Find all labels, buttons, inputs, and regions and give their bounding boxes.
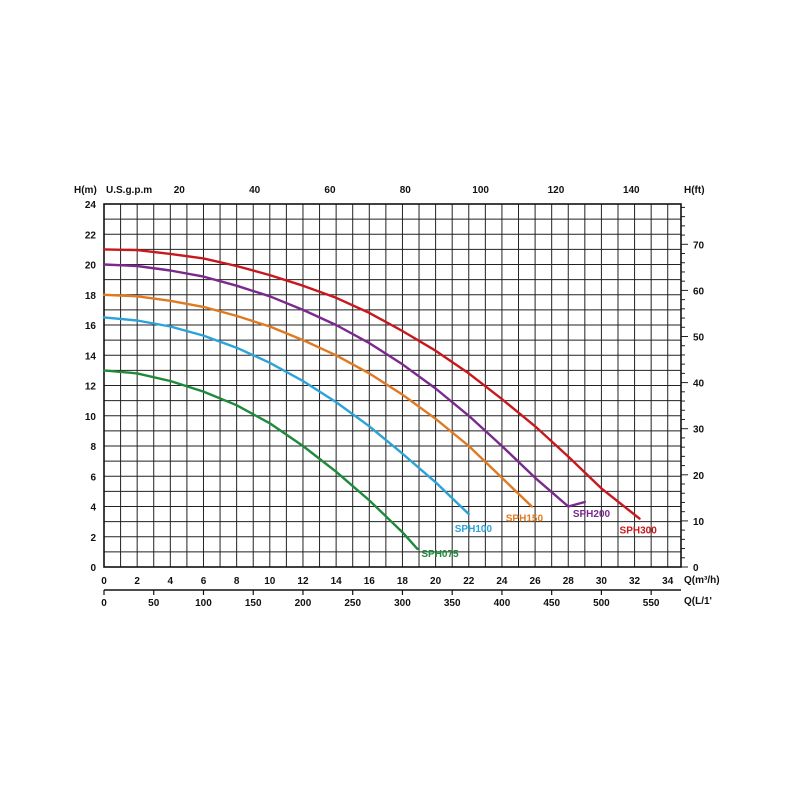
- secondary-tick-label: 200: [295, 598, 312, 609]
- grid-layer: [104, 204, 681, 567]
- left-tick-label: 4: [90, 503, 96, 514]
- secondary-tick-label: 350: [444, 598, 461, 609]
- left-tick-label: 22: [85, 230, 97, 241]
- secondary-tick-label: 500: [593, 598, 610, 609]
- left-tick-label: 12: [85, 382, 97, 393]
- series-label-sph300: SPH300: [620, 526, 658, 537]
- top-tick-label: 20: [174, 185, 186, 196]
- series-label-sph100: SPH100: [455, 524, 493, 535]
- bottom-secondary-axis-label: Q(L/1': [684, 596, 712, 607]
- bottom-tick-label: 26: [530, 576, 542, 587]
- left-tick-label: 24: [85, 200, 97, 211]
- bottom-tick-label: 22: [463, 576, 475, 587]
- left-tick-label: 20: [85, 261, 97, 272]
- secondary-tick-label: 550: [643, 598, 660, 609]
- series-line-sph075: [102, 369, 419, 551]
- right-tick-label: 30: [693, 425, 705, 436]
- series-label-sph150: SPH150: [506, 514, 544, 525]
- bottom-primary-axis-label: Q(m³/h): [684, 575, 720, 586]
- bottom-tick-label: 14: [331, 576, 343, 587]
- plot-frame: [103, 203, 682, 568]
- left-tick-label: 8: [90, 442, 96, 453]
- series-layer: [102, 248, 641, 551]
- top-axis-label: U.S.g.p.m: [106, 185, 152, 196]
- bottom-tick-label: 12: [297, 576, 309, 587]
- secondary-tick-label: 250: [344, 598, 361, 609]
- left-tick-label: 6: [90, 472, 96, 483]
- series-line-sph300: [102, 248, 641, 520]
- right-axis-label: H(ft): [684, 185, 705, 196]
- top-tick-label: 60: [324, 185, 336, 196]
- secondary-tick-label: 0: [101, 598, 107, 609]
- series-label-sph200: SPH200: [573, 509, 611, 520]
- series-line-sph200: [102, 263, 586, 508]
- left-axis-label: H(m): [74, 185, 97, 196]
- left-tick-label: 2: [90, 533, 96, 544]
- series-line-sph150: [102, 293, 533, 508]
- secondary-tick-label: 400: [494, 598, 511, 609]
- bottom-tick-label: 20: [430, 576, 442, 587]
- bottom-tick-label: 16: [364, 576, 376, 587]
- left-tick-label: 16: [85, 321, 97, 332]
- bottom-tick-label: 0: [101, 576, 107, 587]
- series-line-sph100: [102, 316, 470, 516]
- secondary-tick-label: 50: [148, 598, 160, 609]
- right-tick-label: 60: [693, 286, 705, 297]
- series-label-sph075: SPH075: [421, 549, 459, 560]
- right-tick-label: 0: [693, 563, 699, 574]
- secondary-tick-label: 100: [195, 598, 212, 609]
- left-tick-label: 18: [85, 291, 97, 302]
- left-tick-label: 14: [85, 351, 97, 362]
- secondary-tick-label: 150: [245, 598, 262, 609]
- axes-layer: [103, 203, 688, 595]
- top-tick-label: 40: [249, 185, 261, 196]
- bottom-tick-label: 10: [264, 576, 276, 587]
- bottom-tick-label: 34: [662, 576, 674, 587]
- bottom-tick-label: 32: [629, 576, 641, 587]
- right-tick-label: 40: [693, 379, 705, 390]
- bottom-tick-label: 18: [397, 576, 409, 587]
- right-tick-label: 20: [693, 471, 705, 482]
- right-tick-label: 10: [693, 517, 705, 528]
- bottom-tick-label: 2: [134, 576, 140, 587]
- left-tick-label: 10: [85, 412, 97, 423]
- bottom-tick-label: 28: [563, 576, 575, 587]
- top-tick-label: 100: [472, 185, 489, 196]
- right-tick-label: 50: [693, 332, 705, 343]
- bottom-tick-label: 24: [496, 576, 508, 587]
- top-tick-label: 140: [623, 185, 640, 196]
- right-tick-label: 70: [693, 240, 705, 251]
- secondary-tick-label: 300: [394, 598, 411, 609]
- top-tick-label: 120: [548, 185, 565, 196]
- series-labels: SPH075 SPH100 SPH150 SPH200 SPH300: [421, 509, 657, 560]
- secondary-tick-label: 450: [543, 598, 560, 609]
- top-tick-label: 80: [400, 185, 412, 196]
- bottom-tick-label: 8: [234, 576, 240, 587]
- bottom-tick-label: 4: [168, 576, 174, 587]
- left-tick-label: 0: [90, 563, 96, 574]
- bottom-tick-label: 30: [596, 576, 608, 587]
- bottom-tick-label: 6: [201, 576, 207, 587]
